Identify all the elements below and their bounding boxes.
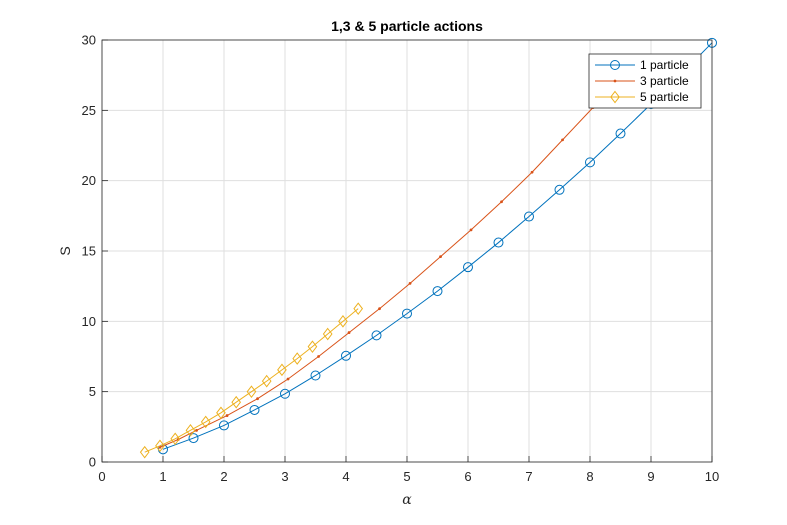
legend-marker: [610, 90, 620, 104]
legend-marker: [613, 79, 617, 83]
x-tick-label: 9: [647, 469, 654, 484]
chart-title: 1,3 & 5 particle actions: [331, 18, 483, 34]
data-point: [261, 374, 272, 388]
data-point: [322, 327, 333, 341]
x-tick-label: 5: [403, 469, 410, 484]
legend-item: 1 particle: [595, 58, 689, 72]
x-tick-label: 7: [525, 469, 532, 484]
data-point: [338, 315, 348, 328]
data-point: [216, 406, 226, 420]
y-tick-label: 25: [82, 103, 96, 118]
data-point: [249, 404, 260, 415]
data-point: [286, 377, 290, 381]
series-layer: [139, 37, 717, 459]
x-tick-label: 4: [342, 469, 349, 484]
y-tick-label: 30: [82, 33, 96, 48]
data-point: [408, 281, 412, 285]
legend-label: 5 particle: [640, 90, 689, 104]
data-point: [225, 414, 229, 417]
data-point: [615, 128, 626, 139]
legend-label: 3 particle: [640, 74, 689, 88]
data-point: [347, 331, 351, 334]
series-line: [159, 107, 594, 448]
data-point: [170, 432, 181, 446]
axes: 0 1 2 3 4 5 6 7 8 9 10 0 5 10 15 20 25 30: [82, 33, 720, 485]
x-tick-label: 10: [705, 469, 719, 484]
data-point: [317, 355, 320, 358]
legend-label: 1 particle: [640, 58, 689, 72]
legend-marker: [610, 60, 620, 70]
y-tick-label: 0: [89, 455, 96, 470]
data-point: [188, 433, 199, 444]
data-point: [469, 228, 473, 232]
data-point: [155, 439, 165, 453]
data-point: [219, 420, 229, 431]
data-point: [200, 415, 211, 429]
x-tick-label: 6: [464, 469, 471, 484]
data-point: [277, 363, 287, 377]
data-point: [231, 395, 242, 409]
data-point: [371, 330, 382, 341]
data-point: [292, 352, 303, 365]
data-point: [310, 370, 321, 381]
legend-item: 5 particle: [595, 90, 689, 104]
data-point: [585, 157, 595, 168]
x-tick-label: 0: [98, 469, 105, 484]
y-tick-label: 10: [82, 314, 96, 329]
data-point: [280, 388, 290, 399]
data-point: [554, 184, 565, 195]
data-point: [378, 307, 381, 311]
data-point: [402, 308, 412, 319]
data-point: [493, 237, 504, 248]
data-point: [195, 428, 198, 432]
series-line: [144, 308, 359, 453]
data-point: [307, 340, 318, 353]
x-tick-label: 2: [220, 469, 227, 484]
x-tick-label: 8: [586, 469, 593, 484]
legend: 1 particle 3 particle 5 particle: [588, 53, 702, 109]
series-line: [162, 42, 713, 450]
data-point: [256, 397, 259, 401]
legend-item: 3 particle: [595, 74, 689, 88]
x-axis-label: α: [402, 492, 412, 508]
data-point: [185, 424, 196, 437]
data-point: [439, 255, 442, 259]
data-point: [432, 286, 443, 297]
x-tick-label: 3: [281, 469, 288, 484]
data-point: [524, 211, 534, 222]
data-point: [463, 262, 473, 273]
data-point: [246, 385, 257, 398]
data-point: [341, 350, 351, 361]
y-tick-label: 5: [89, 384, 96, 399]
data-point: [139, 445, 150, 459]
x-tick-label: 1: [159, 469, 166, 484]
data-point: [353, 302, 364, 315]
series-3: [139, 302, 364, 459]
data-point: [500, 200, 503, 204]
y-tick-label: 20: [82, 173, 96, 188]
data-point: [561, 138, 564, 142]
y-axis-label: S: [57, 246, 73, 255]
data-point: [530, 170, 534, 174]
y-tick-label: 15: [82, 244, 96, 259]
